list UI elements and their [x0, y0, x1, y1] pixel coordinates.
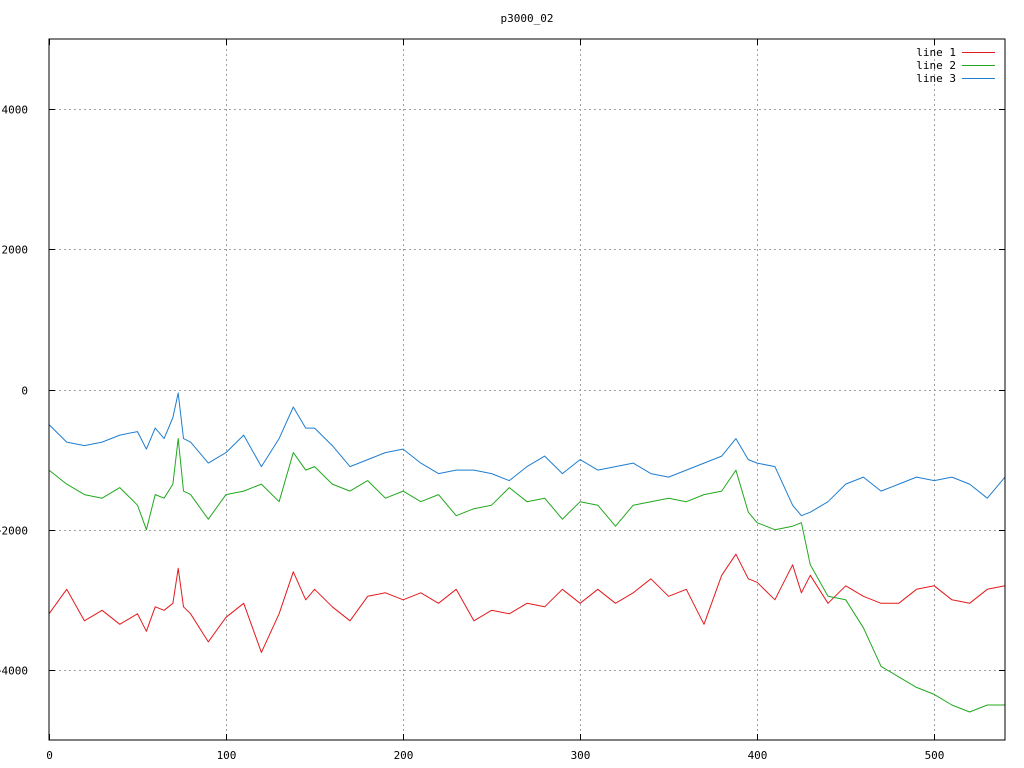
y-tick-label: −4000	[0, 665, 28, 678]
tick-marks	[49, 39, 1005, 740]
y-tick-label: 2000	[2, 244, 29, 257]
y-tick-label: 0	[21, 385, 28, 398]
grid	[49, 39, 1005, 740]
x-tick-label: 500	[925, 749, 945, 762]
series-line-3	[48, 392, 1006, 517]
series-line-1	[48, 553, 1006, 653]
x-tick-label: 300	[571, 749, 591, 762]
x-tick-label: 400	[748, 749, 768, 762]
x-tick-label: 100	[217, 749, 237, 762]
x-tick-labels: 0 100 200 300 400 500	[46, 749, 944, 762]
x-tick-label: 0	[46, 749, 53, 762]
y-tick-label: −2000	[0, 525, 28, 538]
legend-label-2: line 2	[916, 59, 956, 72]
chart-title: p3000_02	[501, 12, 554, 25]
plot-frame	[48, 38, 1006, 741]
legend-label-3: line 3	[916, 72, 956, 85]
y-tick-label: 4000	[2, 104, 29, 117]
legend-label-1: line 1	[916, 46, 956, 59]
y-tick-labels: −4000 −2000 0 2000 4000	[0, 104, 28, 678]
series-line-2	[48, 438, 1005, 713]
x-tick-label: 200	[394, 749, 414, 762]
series-layer	[48, 392, 1006, 713]
